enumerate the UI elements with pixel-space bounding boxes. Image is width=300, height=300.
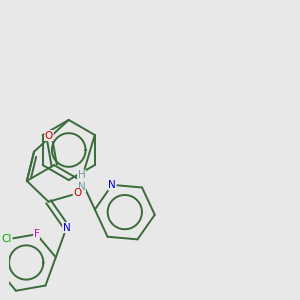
Text: O: O <box>73 188 82 198</box>
Text: N: N <box>108 180 116 190</box>
Text: N: N <box>108 180 116 190</box>
Text: H
N: H N <box>78 170 86 192</box>
Text: Cl: Cl <box>2 234 12 244</box>
Text: F: F <box>34 229 39 239</box>
Text: O: O <box>45 130 53 141</box>
Text: N: N <box>63 223 70 232</box>
